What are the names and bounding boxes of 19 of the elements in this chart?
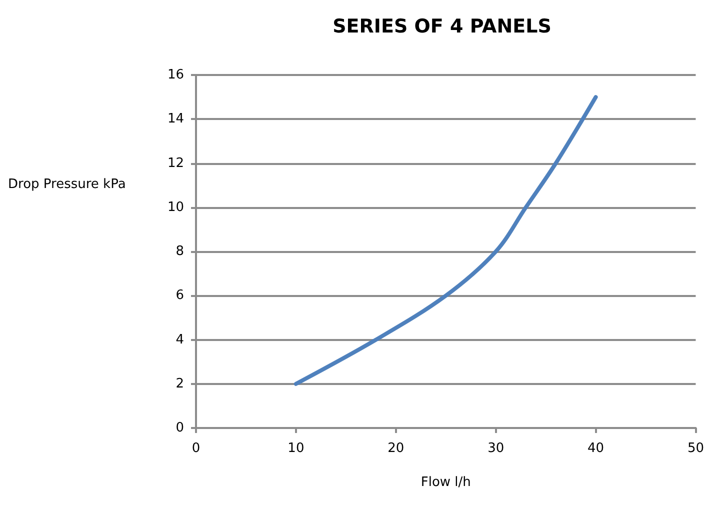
y-tick-label: 10 xyxy=(167,200,184,215)
y-tick-label: 4 xyxy=(176,332,184,348)
y-tick-label: 8 xyxy=(176,244,184,259)
y-axis-title: Drop Pressure kPa xyxy=(8,177,126,192)
y-tick-label: 6 xyxy=(176,288,184,304)
y-tick-label: 12 xyxy=(167,156,184,171)
y-tick-label: 0 xyxy=(176,420,184,436)
y-tick-label: 2 xyxy=(176,376,184,392)
x-tick-label: 10 xyxy=(288,441,304,456)
x-tick-label: 50 xyxy=(687,441,704,456)
x-axis-title: Flow l/h xyxy=(420,475,471,490)
y-tick-label: 14 xyxy=(167,112,184,127)
x-tick-label: 0 xyxy=(192,441,200,456)
x-tick-label: 40 xyxy=(588,441,604,456)
chart-title: SERIES OF 4 PANELS xyxy=(332,16,552,38)
x-tick-label: 30 xyxy=(488,441,504,456)
line-series xyxy=(294,95,598,386)
x-tick-label: 20 xyxy=(388,441,404,456)
y-tick-label: 16 xyxy=(167,68,184,82)
